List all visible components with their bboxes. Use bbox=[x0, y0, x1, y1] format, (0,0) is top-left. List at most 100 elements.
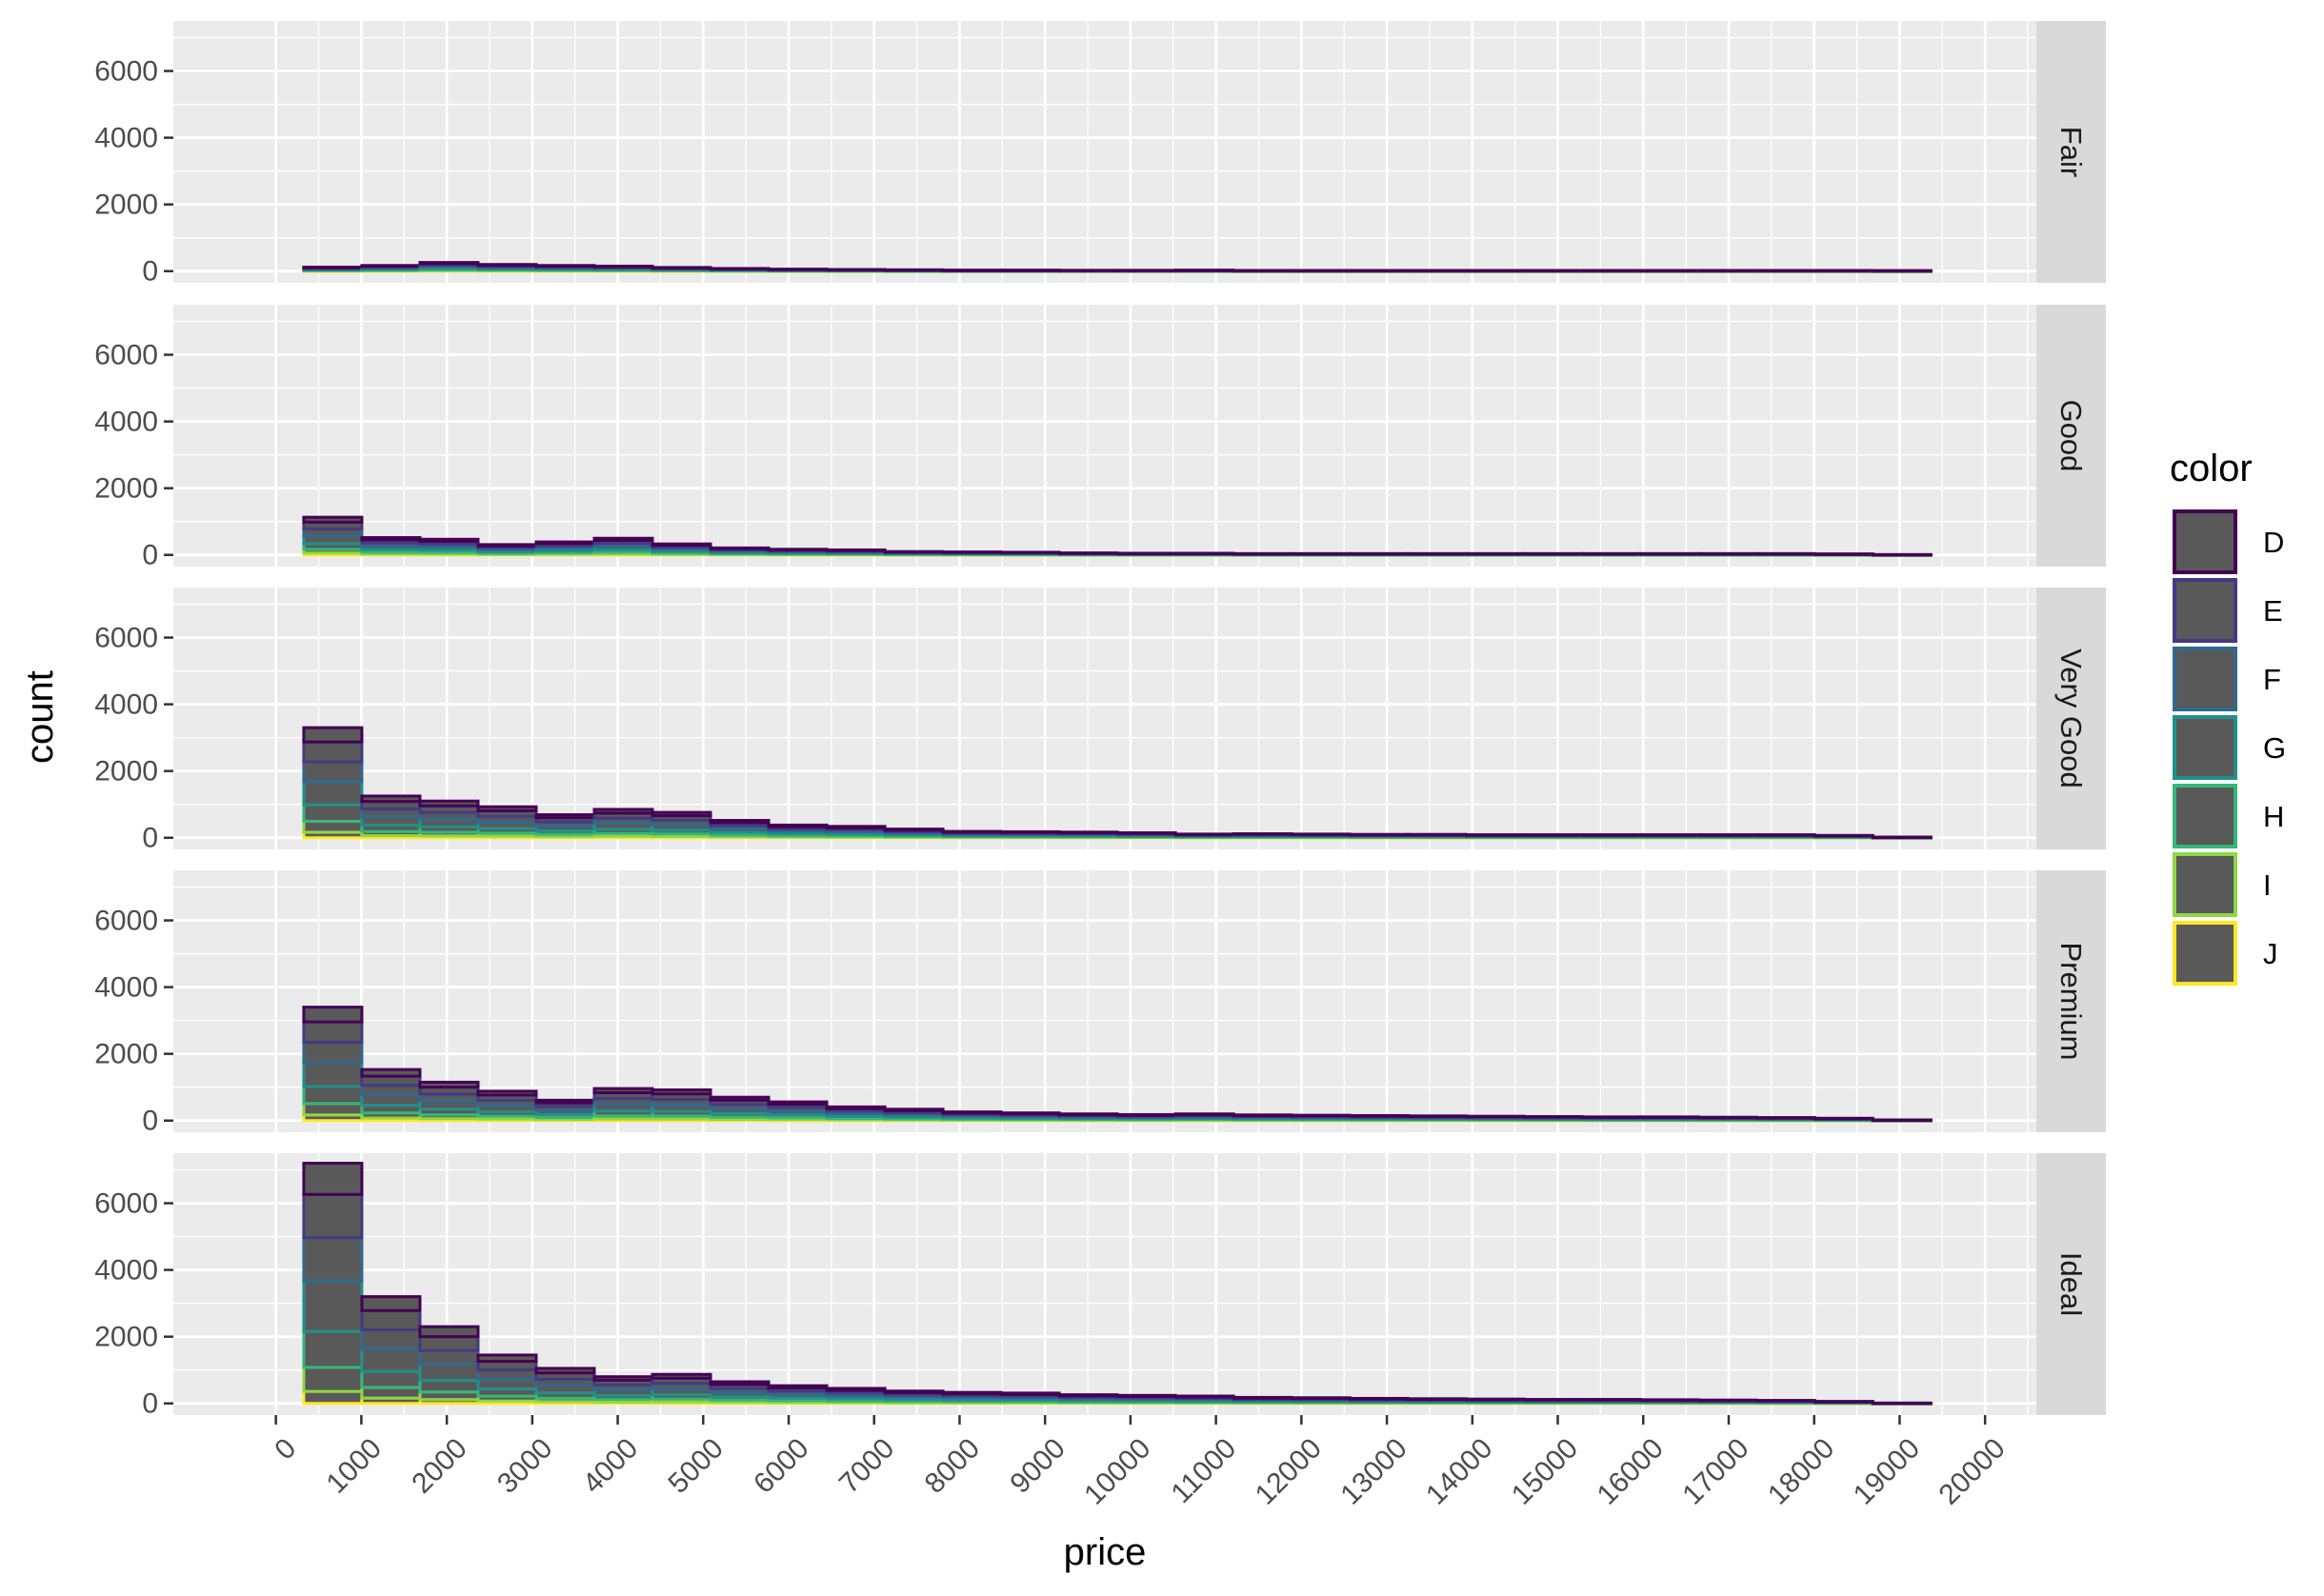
histogram-bar-segment bbox=[360, 1369, 422, 1389]
facet-strip-label: Ideal bbox=[2054, 1252, 2088, 1316]
histogram-bar-segment bbox=[418, 261, 480, 266]
histogram-bar-segment bbox=[1813, 269, 1874, 273]
histogram-bar-segment bbox=[1057, 1112, 1119, 1117]
y-tick-label: 6000 bbox=[94, 1188, 158, 1220]
histogram-bar-segment bbox=[302, 760, 364, 784]
histogram-bar-segment bbox=[883, 268, 945, 272]
histogram-bar-segment bbox=[418, 1080, 480, 1089]
histogram-bar-segment bbox=[1464, 269, 1526, 273]
histogram-bar-segment bbox=[302, 780, 364, 807]
histogram-bar-segment bbox=[1871, 269, 1933, 273]
histogram-bar-segment bbox=[1696, 1115, 1758, 1120]
histogram-bar-segment bbox=[534, 1098, 596, 1105]
panel-background bbox=[173, 305, 2036, 567]
x-tick-label: 4000 bbox=[577, 1432, 645, 1500]
histogram-bar-segment bbox=[1348, 551, 1410, 556]
histogram-bar-segment bbox=[825, 548, 887, 552]
histogram-bar-segment bbox=[709, 546, 771, 550]
histogram-bar-segment bbox=[1580, 833, 1642, 837]
y-tick-label: 0 bbox=[142, 256, 158, 288]
x-tick-label: 20000 bbox=[1933, 1432, 2011, 1510]
histogram-bar-segment bbox=[1173, 551, 1235, 555]
histogram-bar-segment bbox=[1115, 269, 1177, 272]
facet-strip bbox=[2036, 870, 2106, 1132]
histogram-bar-segment bbox=[1754, 1116, 1816, 1120]
histogram-bar-segment bbox=[1871, 835, 1933, 840]
histogram-bar-segment bbox=[1464, 551, 1526, 556]
x-tick-label: 13000 bbox=[1334, 1432, 1412, 1510]
histogram-bar-segment bbox=[1232, 551, 1293, 556]
facet-panel-premium: 0 2000 4000 6000 Premium bbox=[94, 870, 2106, 1137]
histogram-bar-segment bbox=[1057, 1393, 1119, 1398]
histogram-bar-segment bbox=[999, 1391, 1061, 1396]
histogram-bar-segment bbox=[1057, 830, 1119, 835]
histogram-bar-segment bbox=[1754, 1399, 1816, 1403]
histogram-bar-segment bbox=[418, 537, 480, 543]
histogram-bar-segment bbox=[418, 1348, 480, 1367]
histogram-bar-segment bbox=[1406, 1397, 1468, 1401]
histogram-bar-segment bbox=[1115, 1112, 1177, 1117]
histogram-bar-segment bbox=[1871, 1118, 1933, 1123]
histogram-bar-segment bbox=[1464, 1114, 1526, 1119]
histogram-bar-segment bbox=[1580, 1115, 1642, 1119]
histogram-bar-segment bbox=[360, 536, 422, 542]
legend: color D E F G H I J bbox=[2170, 448, 2286, 986]
histogram-bar-segment bbox=[1638, 1398, 1700, 1402]
histogram-bar-segment bbox=[767, 268, 829, 271]
histogram-bar-segment bbox=[1348, 1113, 1410, 1118]
histogram-bar-segment bbox=[1638, 269, 1700, 273]
histogram-bar-segment bbox=[534, 813, 596, 820]
facet-strip-label: Fair bbox=[2054, 127, 2088, 177]
histogram-bar-segment bbox=[302, 1329, 364, 1369]
histogram-bar-segment bbox=[1580, 1398, 1642, 1402]
histogram-bar-segment bbox=[1638, 1115, 1700, 1119]
histogram-bar-segment bbox=[767, 548, 829, 552]
x-tick-label: 3000 bbox=[491, 1432, 559, 1500]
histogram-bar-segment bbox=[1696, 1398, 1758, 1403]
legend-title: color bbox=[2170, 448, 2253, 489]
histogram-bars bbox=[302, 515, 1933, 557]
histogram-bar-segment bbox=[418, 1335, 480, 1352]
histogram-bar-segment bbox=[1696, 551, 1758, 556]
histogram-bar-segment bbox=[941, 829, 1003, 834]
x-axis-title: price bbox=[1064, 1531, 1147, 1573]
histogram-bar-segment bbox=[1406, 832, 1468, 837]
histogram-bar-segment bbox=[941, 269, 1003, 272]
histogram-bar-segment bbox=[1115, 830, 1177, 835]
histogram-bar-segment bbox=[1232, 1395, 1293, 1400]
histogram-bar-segment bbox=[941, 1390, 1003, 1396]
histogram-bar-segment bbox=[418, 1325, 480, 1339]
histogram-bar-segment bbox=[1173, 1394, 1235, 1399]
histogram-bar-segment bbox=[651, 1372, 712, 1380]
histogram-bar-segment bbox=[941, 1110, 1003, 1115]
facet-strip bbox=[2036, 588, 2106, 849]
histogram-bar-segment bbox=[1754, 551, 1816, 556]
histogram-bar-segment bbox=[302, 1279, 364, 1333]
legend-label: D bbox=[2263, 526, 2284, 559]
histogram-bar-segment bbox=[1290, 1113, 1352, 1118]
x-tick-label: 16000 bbox=[1592, 1432, 1670, 1510]
histogram-bar-segment bbox=[1813, 552, 1874, 556]
histogram-bar-segment bbox=[999, 550, 1061, 554]
histogram-bar-segment bbox=[767, 1100, 829, 1107]
histogram-bar-segment bbox=[825, 1105, 887, 1110]
histogram-bar-segment bbox=[1348, 832, 1410, 837]
histogram-bar-segment bbox=[302, 819, 364, 834]
x-tick-label: 15000 bbox=[1506, 1432, 1584, 1510]
histogram-bar-segment bbox=[883, 1107, 945, 1112]
legend-key-i bbox=[2173, 852, 2237, 917]
histogram-bar-segment bbox=[1580, 551, 1642, 556]
legend-key-h bbox=[2173, 784, 2237, 848]
histogram-bar-segment bbox=[302, 1102, 364, 1117]
histogram-bar-segment bbox=[302, 1085, 364, 1106]
panel-background bbox=[173, 21, 2036, 283]
y-tick-label: 4000 bbox=[94, 123, 158, 154]
histogram-bar-segment bbox=[999, 269, 1061, 272]
histogram-bar-segment bbox=[1638, 833, 1700, 837]
y-tick-label: 4000 bbox=[94, 407, 158, 438]
histogram-bar-segment bbox=[534, 1367, 596, 1375]
histogram-bars bbox=[302, 726, 1933, 840]
histogram-bars bbox=[302, 1162, 1933, 1406]
